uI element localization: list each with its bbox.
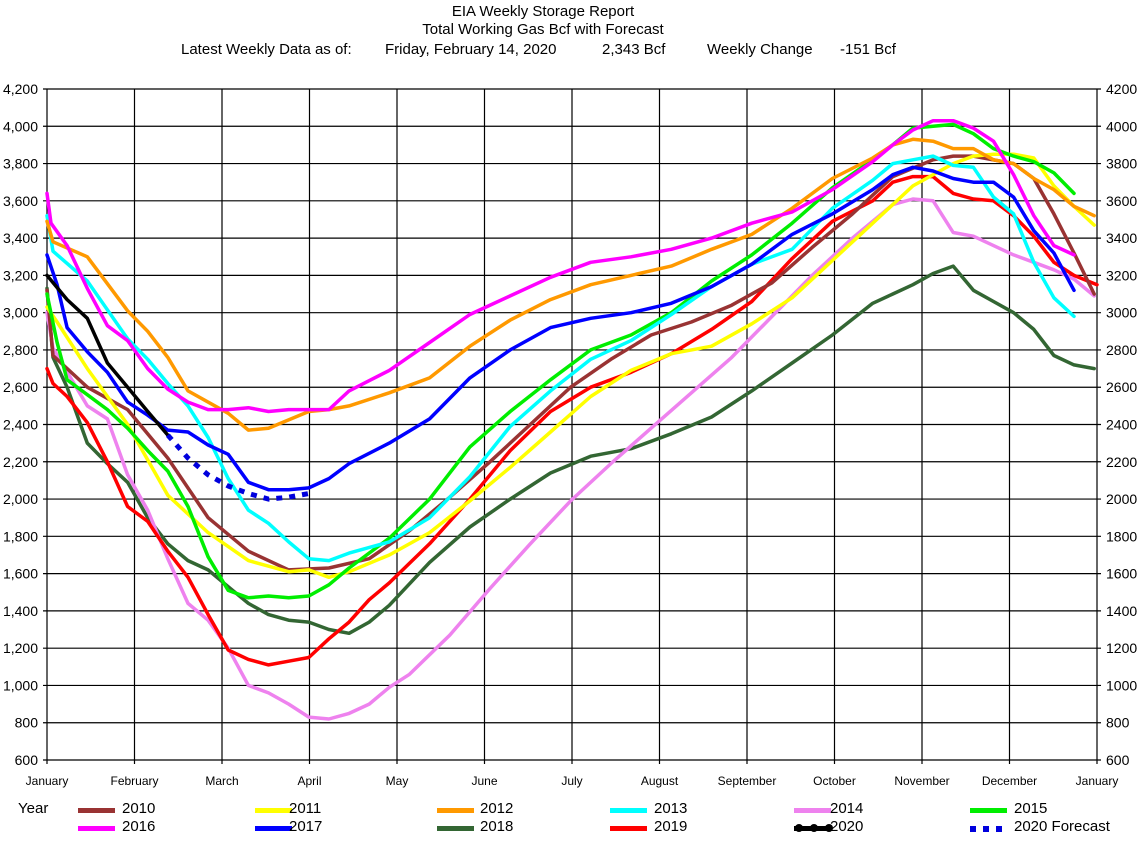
y-tick-label-right: 1600 [1106,566,1137,582]
legend-label: 2015 [1014,800,1048,817]
legend-label: 2020 [830,818,864,835]
y-tick-label-left: 800 [15,715,39,731]
y-tick-label-right: 3600 [1106,193,1137,209]
legend-swatch-2016 [78,826,115,831]
y-tick-label-left: 3,400 [3,230,38,246]
weekly-change-value: -151 Bcf [840,41,896,58]
latest-label: Latest Weekly Data as of: [181,41,352,58]
legend-swatch-2017 [255,826,292,831]
chart-title: EIA Weekly Storage Report [451,3,635,20]
legend-swatch-2012 [437,808,474,813]
legend-swatch-2010 [78,808,115,813]
y-tick-label-left: 1,000 [3,677,38,693]
y-tick-label-right: 3400 [1106,230,1137,246]
series-line-2014 [45,197,1096,721]
x-tick-label: May [386,774,409,788]
legend-label: 2019 [654,818,688,835]
legend-label: 2011 [289,800,322,817]
x-tick-label: January [26,774,69,788]
y-tick-label-left: 3,000 [3,305,38,321]
legend-marker [810,824,818,832]
y-tick-label-right: 4000 [1106,118,1137,134]
y-tick-label-right: 2000 [1106,491,1137,507]
series-line-2019 [45,174,1099,667]
legend-label: 2010 [122,800,156,817]
y-tick-label-left: 1,200 [3,640,38,656]
legend-title: Year [18,800,49,817]
legend-swatch-2019 [610,826,647,831]
legend-label: 2012 [480,800,514,817]
y-tick-label-left: 2,000 [3,491,38,507]
y-tick-label-left: 1,400 [3,603,38,619]
x-tick-label: March [205,774,238,788]
y-tick-label-right: 3800 [1106,156,1137,172]
y-tick-label-right: 3200 [1106,267,1137,283]
y-tick-label-right: 4200 [1106,81,1137,97]
series-line-2020 [45,273,170,437]
y-tick-label-right: 1200 [1106,640,1137,656]
x-tick-label: October [813,774,856,788]
series-line-2012 [45,137,1096,432]
y-tick-label-right: 1400 [1106,603,1137,619]
y-tick-label-left: 2,200 [3,454,38,470]
x-tick-label: April [297,774,321,788]
legend-label: 2016 [122,818,156,835]
legend-label: 2017 [289,818,323,835]
legend-label: 2020 Forecast [1014,818,1110,835]
series-line-2013 [45,154,1076,563]
y-tick-label-right: 2200 [1106,454,1137,470]
chart-subtitle: Total Working Gas Bcf with Forecast [422,21,664,38]
y-tick-label-left: 3,600 [3,193,38,209]
x-tick-label: December [982,774,1037,788]
legend-swatch-2018 [437,826,474,831]
legend-swatch-2015 [970,808,1007,813]
y-tick-label-right: 600 [1106,752,1130,768]
y-tick-label-left: 2,600 [3,379,38,395]
legend-marker [795,824,803,832]
y-tick-label-left: 1,800 [3,528,38,544]
legend-label: 2018 [480,818,514,835]
y-tick-label-left: 3,200 [3,267,38,283]
legend-swatch-2013 [610,808,647,813]
y-tick-label-left: 4,200 [3,81,38,97]
y-tick-label-right: 1800 [1106,528,1137,544]
y-tick-label-left: 2,800 [3,342,38,358]
x-tick-label: February [110,774,158,788]
y-tick-label-right: 800 [1106,715,1130,731]
y-tick-label-right: 2400 [1106,417,1137,433]
y-tick-label-left: 600 [15,752,39,768]
x-tick-label: August [641,774,679,788]
y-tick-label-right: 3000 [1106,305,1137,321]
y-tick-label-left: 4,000 [3,118,38,134]
y-tick-label-right: 2600 [1106,379,1137,395]
y-tick-label-left: 2,400 [3,417,38,433]
weekly-change-label: Weekly Change [707,41,813,58]
x-tick-label: June [471,774,497,788]
legend-marker [825,824,833,832]
legend-label: 2014 [830,800,864,817]
y-tick-label-right: 1000 [1106,677,1137,693]
legend-swatch-2020-forecast [970,826,1007,832]
series-line-2016 [45,118,1076,414]
x-tick-label: September [718,774,777,788]
y-tick-label-left: 1,600 [3,566,38,582]
series-line-2015 [45,122,1076,600]
legend-swatch-2011 [255,808,292,813]
y-tick-label-right: 2800 [1106,342,1137,358]
legend-swatch-2014 [794,808,831,813]
x-tick-label: January [1076,774,1119,788]
legend-label: 2013 [654,800,688,817]
series-line-2017 [45,165,1076,492]
latest-value: 2,343 Bcf [602,41,666,58]
series-line-2018 [45,264,1096,636]
x-tick-label: November [894,774,949,788]
latest-date: Friday, February 14, 2020 [385,41,557,58]
y-tick-label-left: 3,800 [3,156,38,172]
x-tick-label: July [561,774,582,788]
